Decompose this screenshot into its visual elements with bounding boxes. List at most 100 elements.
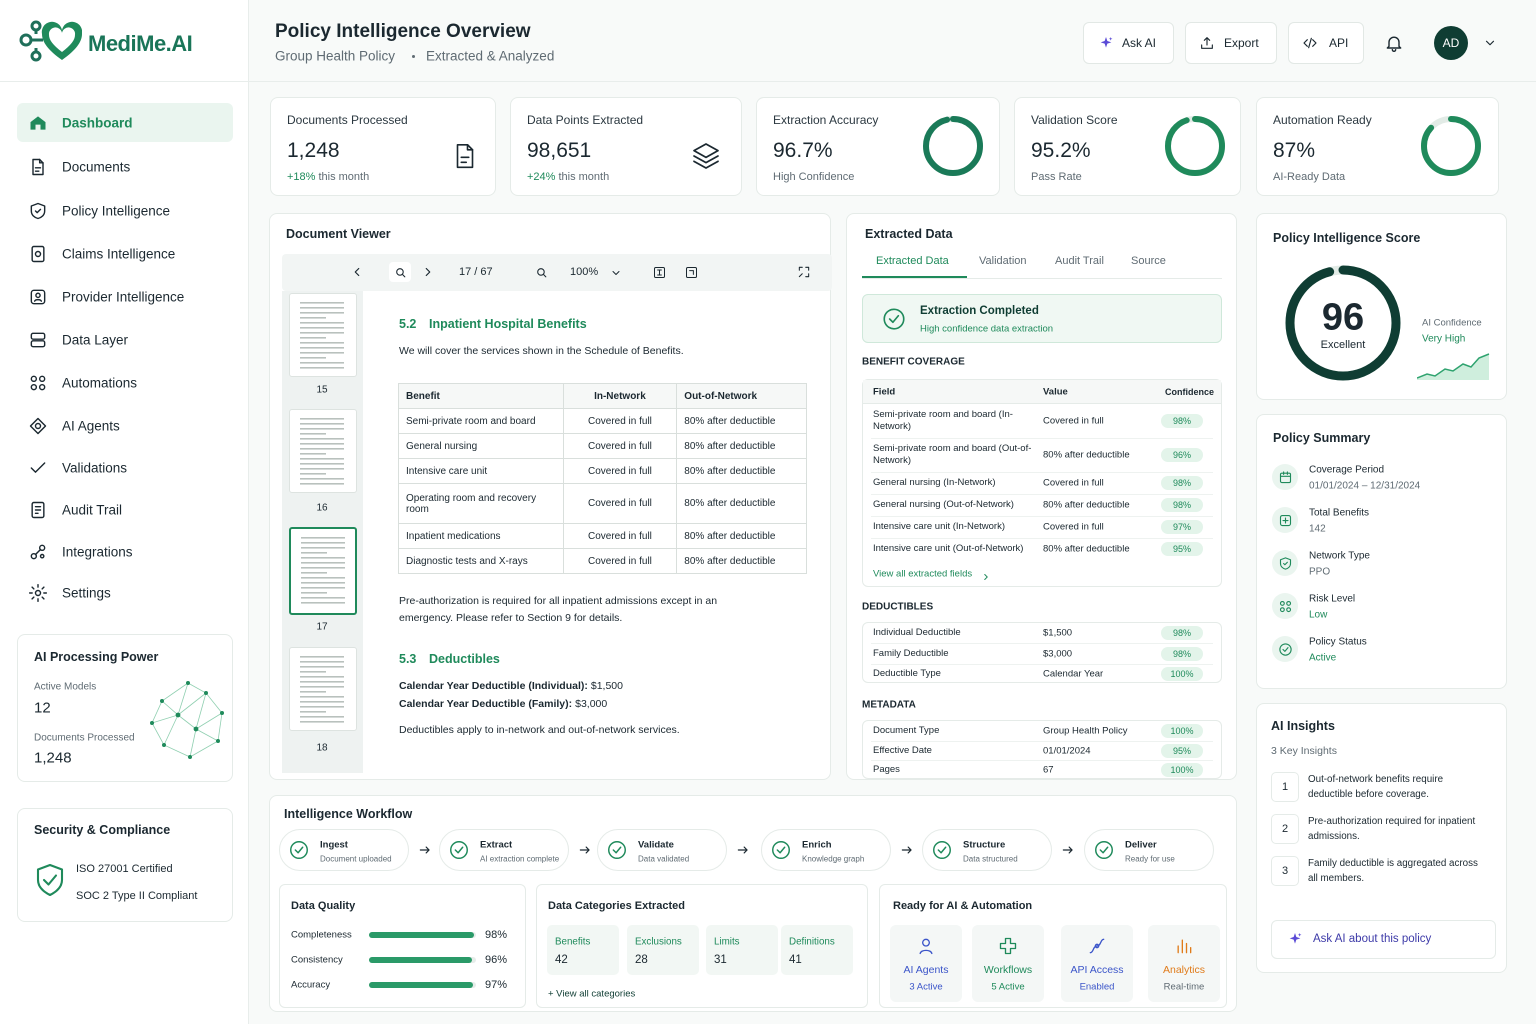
icon [28, 113, 48, 133]
summary-value: 01/01/2024 – 12/31/2024 [1309, 480, 1421, 492]
nav-item[interactable]: Documents [62, 159, 131, 175]
icon-part [1165, 116, 1225, 176]
quality-value: 97% [485, 979, 508, 991]
kpi-delta: +24% [527, 171, 556, 183]
icon-part [300, 671, 326, 673]
icon-part [36, 863, 64, 897]
icon-part [737, 846, 748, 854]
table-row: Semi-private room and board Covered in fu… [398, 408, 807, 434]
table-cell: Intensive care unit [398, 458, 564, 484]
ask-ai-button[interactable] [1271, 920, 1496, 959]
page-thumbnail[interactable] [289, 409, 357, 493]
page-thumbnail[interactable] [289, 293, 357, 377]
icon-part [300, 661, 344, 663]
confidence-pill [1161, 520, 1203, 534]
icon-part [919, 949, 933, 955]
icon-part [300, 357, 326, 359]
ready-status: 3 Active [909, 981, 943, 993]
avatar-label[interactable]: AD [1442, 36, 1460, 50]
status-box: Extraction Completed High confidence data… [862, 294, 1222, 343]
avatar[interactable] [1434, 26, 1468, 60]
nav-item[interactable]: Validations [62, 460, 128, 476]
kpi-card: Validation Score 95.2% Pass Rate [1014, 97, 1241, 196]
icon [28, 373, 48, 393]
category-count: 28 [635, 954, 648, 966]
icon-part [301, 557, 345, 559]
nav-item[interactable]: Provider Intelligence [62, 289, 185, 305]
kpi-label: Validation Score [1031, 113, 1118, 127]
nav-item[interactable]: Automations [62, 375, 138, 391]
summary-value: Low [1309, 609, 1328, 621]
icon-part [693, 155, 719, 164]
icon-part [450, 841, 468, 859]
table-row: Intensive care unit Covered in full 80% af… [398, 458, 807, 484]
table-header: Confidence [1164, 387, 1214, 397]
confidence-value: 100% [1170, 765, 1194, 775]
tab[interactable]: Audit Trail [1055, 255, 1104, 267]
icon-part [300, 362, 344, 364]
header-button[interactable] [1083, 22, 1174, 64]
nav-item[interactable]: Data Layer [62, 332, 129, 348]
field-value: 80% after deductible [1043, 499, 1130, 511]
nav-item[interactable]: Audit Trail [62, 502, 123, 518]
tab[interactable]: Validation [979, 255, 1027, 267]
page-thumbnail[interactable] [289, 527, 357, 615]
link[interactable]: + View all categories [548, 988, 636, 1000]
icon-bg [1272, 636, 1298, 662]
button-label[interactable]: Export [1224, 36, 1259, 50]
kpi-card: Documents Processed 1,248 +18% this month [270, 97, 496, 196]
nav-item[interactable]: AI Agents [62, 418, 120, 434]
icon-part [1100, 37, 1113, 48]
network-graphic [148, 679, 226, 761]
field-name: Semi-private room and board (Out-of-Netw… [873, 443, 1032, 466]
category-count: 31 [714, 954, 727, 966]
icon-part [19, 20, 83, 62]
page-thumbnail[interactable] [289, 647, 357, 731]
toolbar-btn[interactable] [389, 262, 411, 282]
icon-part [685, 266, 697, 278]
table-cell: 80% after deductible [676, 483, 807, 524]
tab[interactable]: Source [1131, 255, 1166, 267]
nav-item[interactable]: Integrations [62, 544, 133, 560]
icon [1278, 513, 1293, 528]
quality-value: 96% [485, 954, 508, 966]
thumbnail-label: 18 [316, 742, 328, 754]
icon [1483, 36, 1497, 50]
icon-part [693, 143, 719, 169]
nav-item[interactable]: Settings [62, 585, 111, 601]
icon-part [579, 846, 590, 854]
subtitle: Extracted & Analyzed [426, 48, 555, 64]
icon-part [419, 846, 430, 854]
icon [288, 839, 310, 861]
button-label[interactable]: Ask AI [1122, 36, 1157, 50]
tab[interactable]: Extracted Data [876, 255, 949, 267]
icon-part [34, 208, 42, 214]
icon-part [35, 292, 41, 299]
ready-name: AI Agents [903, 964, 949, 976]
icon-part [30, 375, 38, 383]
button-label[interactable]: Ask AI about this policy [1313, 933, 1432, 945]
icon-part [300, 676, 344, 678]
icon-part [1094, 943, 1100, 949]
icon-part [300, 433, 326, 435]
nav-active [17, 103, 233, 142]
icon-part [300, 701, 344, 703]
icon-part [1278, 642, 1292, 656]
icon-part [150, 681, 224, 759]
nav-item[interactable]: Dashboard [62, 115, 133, 131]
nav-item[interactable]: Claims Intelligence [62, 246, 176, 262]
table-cell: 80% after deductible [676, 523, 807, 549]
button-label[interactable]: API [1329, 36, 1349, 50]
step-name: Validate [638, 839, 674, 851]
link[interactable]: View all extracted fields [873, 568, 973, 580]
nav-item[interactable]: Policy Intelligence [62, 203, 171, 219]
header-button[interactable] [1288, 22, 1364, 64]
icon-part [301, 602, 345, 604]
icon-part [48, 27, 76, 52]
header-button[interactable] [1185, 22, 1277, 64]
confidence-pill [1161, 724, 1203, 738]
kpi-label: Documents Processed [287, 113, 408, 127]
field-value: 80% after deductible [1043, 449, 1130, 461]
